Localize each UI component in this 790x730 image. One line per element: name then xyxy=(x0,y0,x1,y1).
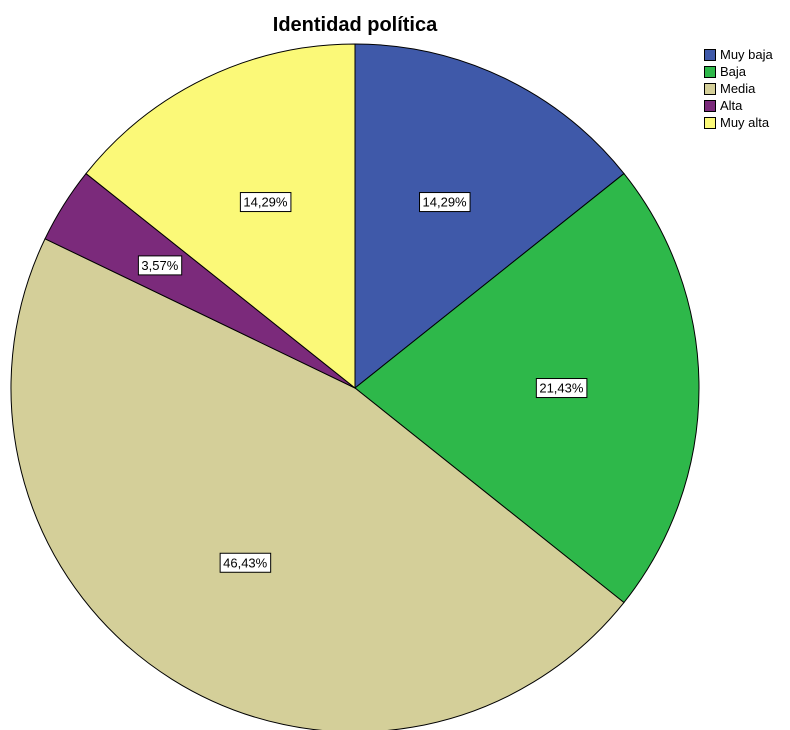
pie-slices xyxy=(10,43,700,730)
legend-swatch xyxy=(704,65,716,78)
slice-label: 14,29% xyxy=(239,192,292,213)
slice-label-box xyxy=(137,255,183,276)
legend-item: Media xyxy=(704,80,773,97)
legend-swatch xyxy=(704,82,716,95)
legend-label: Baja xyxy=(720,64,747,79)
legend-swatch xyxy=(704,48,716,61)
legend-item: Alta xyxy=(704,97,773,114)
legend-label: Media xyxy=(720,81,756,96)
pie-slice-baja xyxy=(354,172,700,604)
slice-label: 21,43% xyxy=(535,378,588,399)
pie-slice-media xyxy=(10,238,625,730)
legend-item: Baja xyxy=(704,63,773,80)
legend-swatch xyxy=(704,99,716,112)
slice-label: 3,57% xyxy=(137,255,183,276)
slice-label-box xyxy=(239,192,292,213)
legend-label: Muy alta xyxy=(720,115,770,130)
chart-title-text: Identidad política xyxy=(272,14,438,36)
slice-label-text: 3,57% xyxy=(141,258,178,273)
legend-label: Alta xyxy=(720,98,743,113)
legend: Muy baja Baja Media Alta Muy alta xyxy=(704,46,773,131)
slice-label-box xyxy=(535,378,588,399)
legend-label: Muy baja xyxy=(720,47,773,62)
pie-slice-muy-alta xyxy=(85,43,356,390)
legend-swatch xyxy=(704,116,716,129)
legend-item: Muy baja xyxy=(704,46,773,63)
pie-slice-labels: 14,29% 21,43% 46,43% 3,57% 14,29% xyxy=(137,192,588,573)
slice-label-box xyxy=(219,552,272,573)
slice-label-box xyxy=(419,192,471,213)
slice-label: 46,43% xyxy=(219,552,272,573)
slice-label-text: 14,29% xyxy=(423,195,468,210)
slice-label: 14,29% xyxy=(419,192,471,213)
slice-label-text: 14,29% xyxy=(243,195,288,210)
slice-label-text: 46,43% xyxy=(223,555,268,570)
pie-slice-muy-baja xyxy=(354,43,625,390)
slice-label-text: 21,43% xyxy=(539,381,584,396)
legend-item: Muy alta xyxy=(704,114,773,131)
